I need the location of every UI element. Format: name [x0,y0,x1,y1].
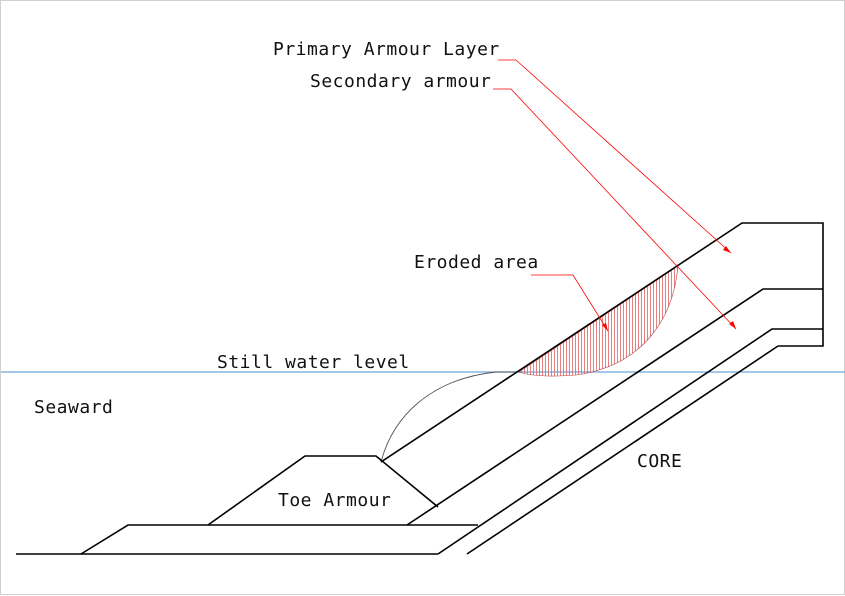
core-slope [466,345,779,555]
structure-outline [16,222,824,555]
leader-arrowheads [602,246,736,331]
eroded-area-hatch [518,265,679,377]
underlayer-slope [437,328,823,555]
primary-armour-arrowhead [723,246,731,253]
seaward-label: Seaward [34,397,113,418]
primary-armour-slope [380,222,824,463]
leader-lines [493,59,737,332]
toe-armour-label: Toe Armour [278,490,391,511]
primary-armour-leader [498,59,732,254]
secondary-armour-slope [406,288,823,526]
secondary-armour-leader [493,88,737,330]
eroded-area-arrowhead [602,323,608,331]
erosion-profile-arc [380,371,519,463]
still-water-level-label: Still water level [217,352,410,373]
secondary-armour-label: Secondary armour [310,71,491,92]
bedding-layer [80,524,478,555]
primary-armour-label: Primary Armour Layer [273,39,500,60]
toe-armour-outline [207,455,439,526]
eroded-area-label: Eroded area [414,252,539,273]
secondary-armour-arrowhead [729,321,736,329]
eroded-area-leader [531,274,609,332]
core-label: CORE [637,451,682,472]
